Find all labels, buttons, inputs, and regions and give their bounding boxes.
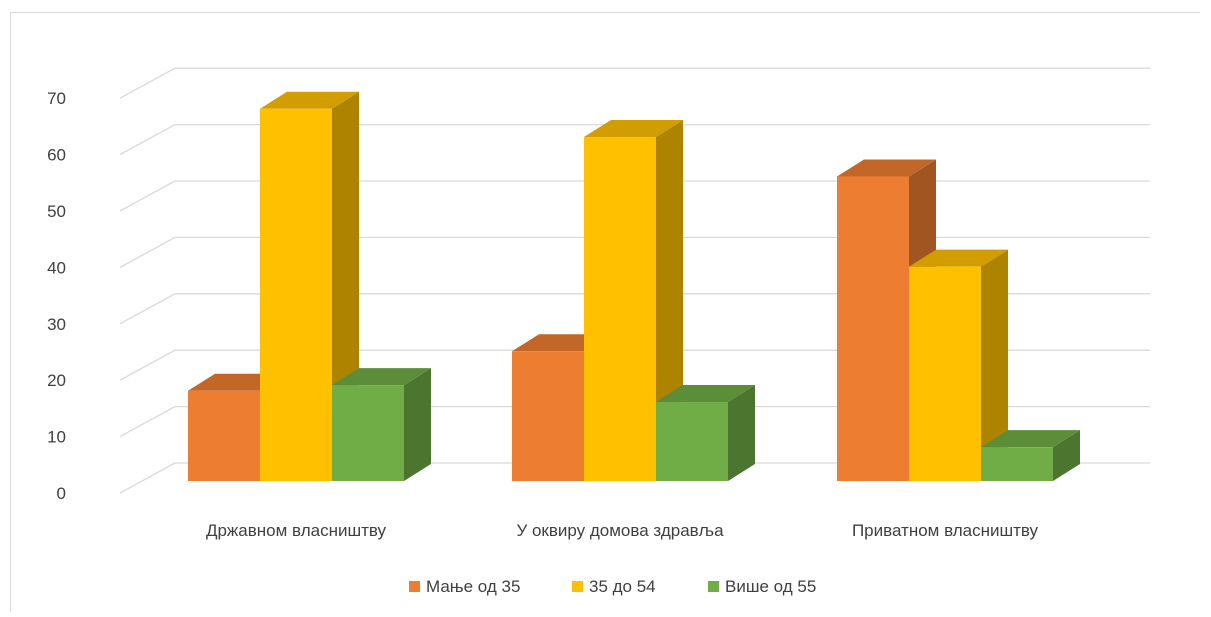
bar-top bbox=[981, 430, 1080, 448]
gridline-wall bbox=[119, 67, 176, 99]
legend-swatch bbox=[409, 581, 420, 592]
y-tick-label: 30 bbox=[47, 315, 66, 334]
bar-side bbox=[404, 368, 431, 481]
bar bbox=[584, 136, 656, 481]
bar-side bbox=[728, 385, 755, 481]
bar bbox=[260, 108, 332, 481]
y-tick-label: 0 bbox=[57, 484, 66, 503]
bar-top bbox=[332, 368, 431, 386]
bar bbox=[909, 266, 981, 481]
bar bbox=[656, 402, 728, 481]
y-tick-label: 40 bbox=[47, 258, 66, 277]
gridline-wall bbox=[119, 293, 176, 325]
bar bbox=[188, 390, 260, 481]
category-labels: Државном власништву У оквиру домова здрав… bbox=[206, 521, 1039, 540]
gridline-wall bbox=[119, 349, 176, 381]
bar-side bbox=[1053, 430, 1080, 481]
bar bbox=[837, 176, 909, 481]
category-label: Државном власништву bbox=[206, 521, 387, 540]
y-tick-label: 60 bbox=[47, 146, 66, 165]
bar-top bbox=[837, 159, 936, 177]
bar bbox=[332, 385, 404, 481]
chart-frame bbox=[10, 12, 1200, 612]
legend-label: Мање од 35 bbox=[426, 577, 520, 596]
legend-label: Више од 55 bbox=[725, 577, 816, 596]
gridline-wall bbox=[119, 180, 176, 212]
y-tick-label: 70 bbox=[47, 89, 66, 108]
legend-swatch bbox=[708, 581, 719, 592]
bars bbox=[188, 91, 1080, 482]
y-axis-ticks: 0 10 20 30 40 50 60 70 bbox=[47, 89, 66, 503]
gridline-wall bbox=[119, 462, 176, 494]
bar bbox=[512, 351, 584, 481]
gridline-wall bbox=[119, 406, 176, 438]
y-tick-label: 50 bbox=[47, 202, 66, 221]
bar-top bbox=[584, 119, 683, 137]
gridline-wall bbox=[119, 124, 176, 156]
y-tick-label: 20 bbox=[47, 371, 66, 390]
category-label: У оквиру домова здравља bbox=[516, 521, 724, 540]
gridline-wall bbox=[119, 236, 176, 268]
bar-side bbox=[981, 249, 1008, 481]
y-tick-label: 10 bbox=[47, 428, 66, 447]
category-label: Приватном власништву bbox=[852, 521, 1039, 540]
legend: Мање од 35 35 до 54 Више од 55 bbox=[409, 577, 816, 596]
bar-top bbox=[260, 91, 359, 109]
bar bbox=[981, 447, 1053, 481]
legend-label: 35 до 54 bbox=[589, 577, 656, 596]
legend-swatch bbox=[572, 581, 583, 592]
bar-top bbox=[909, 249, 1008, 267]
bar-top bbox=[656, 385, 755, 403]
